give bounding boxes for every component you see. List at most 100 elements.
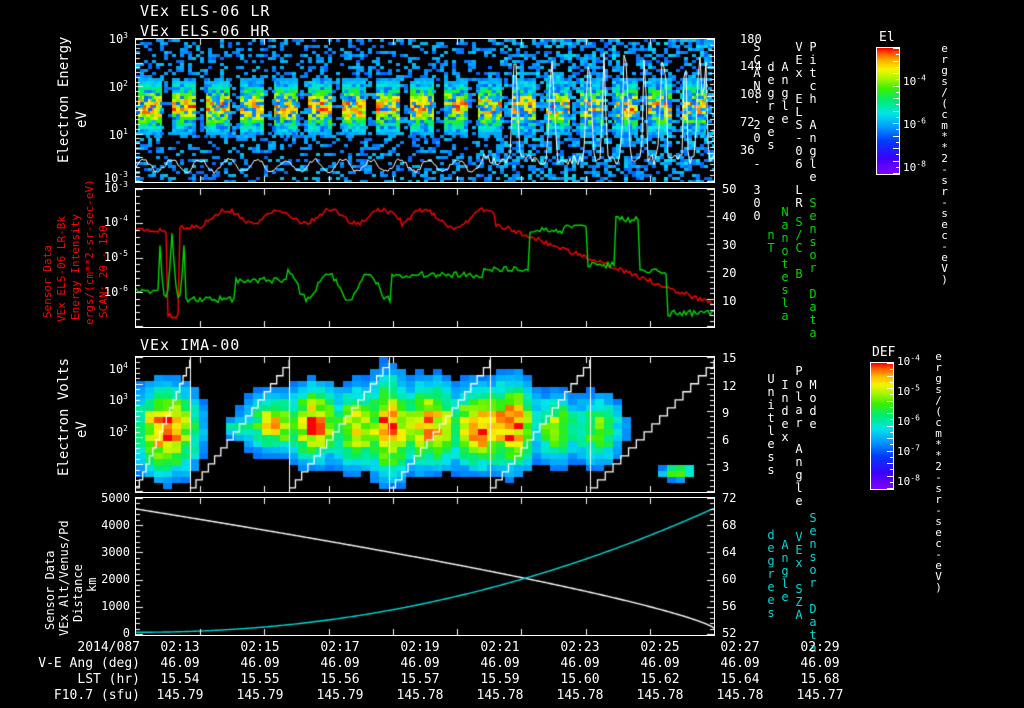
colorbar2-tick-1: 10-5 xyxy=(897,383,920,398)
footer-cell-lst-5: 15.60 xyxy=(560,672,600,687)
panel3-ytick-right-2: 9 xyxy=(722,406,730,420)
panel1-title-lr: VEx ELS-06 LR xyxy=(140,2,271,20)
panel3-ytick-0: 104 xyxy=(108,361,128,376)
colorbar-tick-mark xyxy=(896,54,899,55)
colorbar-tick-mark xyxy=(896,117,899,118)
panel4-ytick-right-1: 68 xyxy=(722,518,737,532)
footer-row-label-f107: F10.7 (sfu) xyxy=(53,688,140,703)
footer-cell-f107-6: 145.78 xyxy=(636,688,684,703)
colorbar-tick-mark xyxy=(887,476,893,477)
panel1-ytick-right-3: 72 xyxy=(740,115,755,129)
footer-data-table: 2014/087 02:13 02:15 02:17 02:19 02:21 02:23 02… xyxy=(0,640,860,704)
colorbar-tick-mark xyxy=(896,142,899,143)
panel3-plot-ima-spectrogram xyxy=(135,356,715,493)
panel1-ytick-2: 101 xyxy=(108,127,128,142)
panel3-ytick-right-4: 3 xyxy=(722,460,730,474)
footer-cell-time-3: 02:19 xyxy=(400,640,440,655)
panel4-ytick-right-4: 56 xyxy=(722,599,737,613)
panel3-ytick-2: 102 xyxy=(108,424,128,439)
panel3-right-label-0: Mode xyxy=(806,378,820,430)
footer-row-label-time: 2014/087 xyxy=(77,640,140,655)
panel4-ytick-right-3: 60 xyxy=(722,572,737,586)
footer-cell-f107-2: 145.79 xyxy=(316,688,364,703)
footer-row-time: 2014/087 02:13 02:15 02:17 02:19 02:21 02:23 02… xyxy=(0,640,860,656)
panel4-right-label-2: Angle xyxy=(778,538,792,603)
colorbar-tick-mark xyxy=(887,451,893,452)
panel4-ytick-right-2: 64 xyxy=(722,545,737,559)
colorbar1-title: El xyxy=(879,30,895,45)
colorbar-tick-mark xyxy=(890,432,893,433)
footer-cell-lst-7: 15.64 xyxy=(720,672,760,687)
footer-cell-time-7: 02:27 xyxy=(720,640,760,655)
colorbar-tick-mark xyxy=(893,173,899,174)
colorbar-tick-mark xyxy=(893,123,899,124)
panel1-ytick-3: 10-3 xyxy=(103,170,128,185)
colorbar2-tick-2: 10-6 xyxy=(897,413,920,428)
footer-cell-ve-ang-0: 46.09 xyxy=(160,656,200,671)
footer-cell-ve-ang-7: 46.09 xyxy=(720,656,760,671)
panel4-ytick-1: 4000 xyxy=(101,518,130,532)
colorbar-tick-mark xyxy=(893,161,899,162)
panel2-right-label-2: Nanotesla xyxy=(778,205,792,322)
footer-cell-f107-5: 145.78 xyxy=(556,688,604,703)
colorbar2-tick-3: 10-7 xyxy=(897,443,920,458)
footer-row-ve-ang: V-E Ang (deg) 46.09 46.09 46.09 46.09 46.09 46… xyxy=(0,656,860,672)
panel1-right-label-4: SCAN: 20 - 300 xyxy=(750,40,764,222)
panel2-ytick-right-4: 10 xyxy=(722,294,737,308)
colorbar-tick-mark xyxy=(896,79,899,80)
colorbar2-gradient xyxy=(870,362,894,490)
colorbar-tick-mark xyxy=(890,457,893,458)
panel2-ytick-3: 10-6 xyxy=(103,284,128,299)
footer-cell-lst-3: 15.57 xyxy=(400,672,440,687)
panel4-ytick-right-5: 52 xyxy=(722,626,737,640)
panel4-ytick-right-0: 72 xyxy=(722,491,737,505)
colorbar-tick-mark xyxy=(896,67,899,68)
colorbar-tick-mark xyxy=(890,444,893,445)
colorbar-tick-mark xyxy=(887,463,893,464)
colorbar-tick-mark xyxy=(893,48,899,49)
colorbar-tick-mark xyxy=(890,382,893,383)
panel3-title: VEx IMA-00 xyxy=(140,336,241,354)
colorbar-tick-mark xyxy=(893,98,899,99)
colorbar-tick-mark xyxy=(893,148,899,149)
panel2-right-label-1: S/C B xyxy=(792,215,806,280)
footer-cell-lst-1: 15.55 xyxy=(240,672,280,687)
panel1-ytick-right-4: 36 xyxy=(740,143,755,157)
colorbar-tick-mark xyxy=(887,426,893,427)
footer-cell-lst-2: 15.56 xyxy=(320,672,360,687)
colorbar2-tick-0: 10-4 xyxy=(897,353,920,368)
colorbar-tick-mark xyxy=(890,394,893,395)
panel1-right-label-1: VEx ELS-06 LR xyxy=(792,40,806,209)
colorbar-tick-mark xyxy=(890,419,893,420)
colorbar-tick-mark xyxy=(890,469,893,470)
panel2-ytick-2: 10-5 xyxy=(103,249,128,264)
colorbar-tick-mark xyxy=(896,104,899,105)
panel4-ytick-5: 0 xyxy=(122,626,130,640)
colorbar-tick-mark xyxy=(887,363,893,364)
panel2-ytick-right-3: 20 xyxy=(722,266,737,280)
colorbar-tick-mark xyxy=(896,129,899,130)
footer-cell-ve-ang-1: 46.09 xyxy=(240,656,280,671)
colorbar-tick-mark xyxy=(893,86,899,87)
colorbar-tick-mark xyxy=(896,92,899,93)
footer-cell-f107-4: 145.78 xyxy=(476,688,524,703)
panel1-right-label-0: Pitch Angle xyxy=(806,40,820,183)
panel1-title-hr: VEx ELS-06 HR xyxy=(140,22,271,40)
panel4-ytick-0: 5000 xyxy=(101,491,130,505)
footer-row-lst: LST (hr) 15.54 15.55 15.56 15.57 15.59 15.60 15… xyxy=(0,672,860,688)
footer-cell-f107-1: 145.79 xyxy=(236,688,284,703)
footer-row-label-ve-ang: V-E Ang (deg) xyxy=(38,656,140,671)
colorbar-tick-mark xyxy=(890,407,893,408)
panel4-ytick-3: 2000 xyxy=(101,572,130,586)
footer-cell-ve-ang-5: 46.09 xyxy=(560,656,600,671)
colorbar-tick-mark xyxy=(887,401,893,402)
footer-cell-time-4: 02:21 xyxy=(480,640,520,655)
panel1-ytick-right-0: 180 xyxy=(740,32,762,46)
footer-cell-time-6: 02:25 xyxy=(640,640,680,655)
panel1-ytick-right-2: 108 xyxy=(740,87,762,101)
footer-cell-lst-0: 15.54 xyxy=(160,672,200,687)
panel1-right-label-2: Angle xyxy=(778,60,792,125)
colorbar1-tick-1: 10-6 xyxy=(903,116,926,131)
panel2-ytick-0: 10-3 xyxy=(103,180,128,195)
panel4-right-label-0: Sensor Data xyxy=(806,511,820,654)
